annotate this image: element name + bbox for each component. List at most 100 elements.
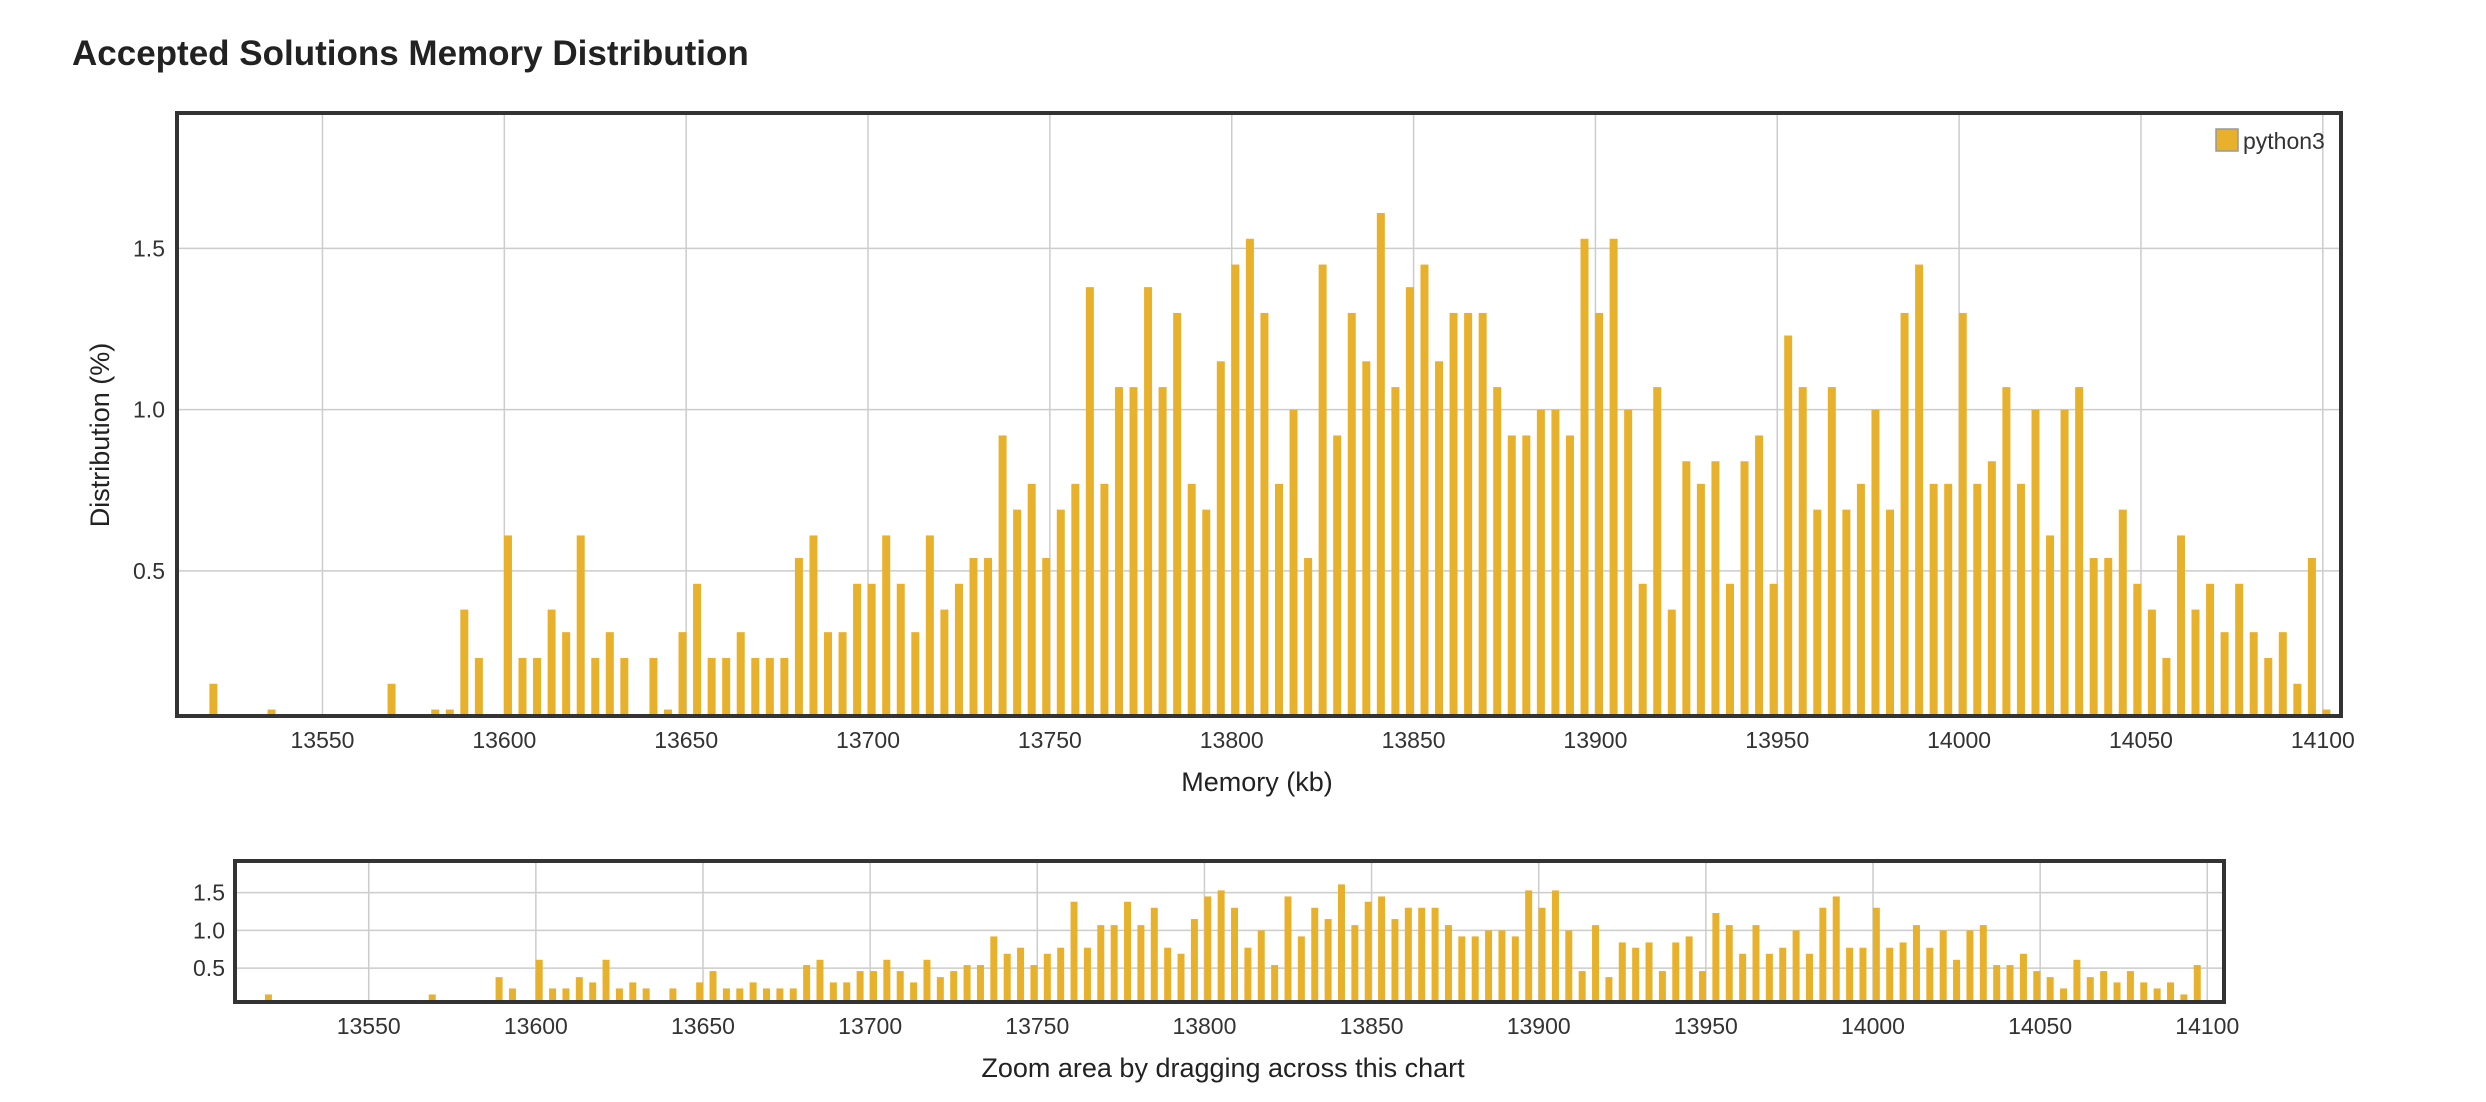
main-bar-14009 bbox=[1987, 461, 1996, 716]
zoom-bar-14045 bbox=[2019, 953, 2027, 1002]
main-bar-14005 bbox=[1973, 483, 1982, 716]
main-bar-13921 bbox=[1667, 609, 1676, 716]
zoom-bar-14005 bbox=[1886, 947, 1894, 1002]
main-gridlines bbox=[177, 113, 2341, 716]
main-bar-13897 bbox=[1580, 238, 1589, 717]
zoom-bar-13765 bbox=[1083, 947, 1091, 1002]
main-y-tick-labels: 0.5 1.0 1.5 bbox=[133, 235, 165, 583]
main-bar-13649 bbox=[678, 632, 687, 716]
zoom-bar-14033 bbox=[1979, 925, 1987, 1002]
main-x-tick-13750: 13750 bbox=[1018, 727, 1082, 753]
main-bar-13945 bbox=[1755, 435, 1764, 716]
main-bar-14017 bbox=[2016, 483, 2025, 716]
main-y-tick-0: 0.5 bbox=[133, 558, 165, 584]
zoom-bars bbox=[264, 884, 2215, 1002]
main-bar-13569 bbox=[387, 683, 396, 716]
main-bar-14077 bbox=[2235, 583, 2244, 716]
zoom-bar-13965 bbox=[1752, 925, 1760, 1002]
zoom-bar-13973 bbox=[1779, 947, 1787, 1002]
zoom-y-tick-1: 1.0 bbox=[193, 917, 225, 943]
zoom-bar-14021 bbox=[1939, 930, 1947, 1002]
zoom-bar-13629 bbox=[629, 982, 637, 1002]
zoom-bar-14073 bbox=[2113, 982, 2121, 1002]
y-axis-label: Distribution (%) bbox=[85, 343, 115, 528]
zoom-bar-13989 bbox=[1832, 896, 1840, 1002]
zoom-bar-13977 bbox=[1792, 930, 1800, 1002]
main-bar-13520 bbox=[209, 683, 218, 716]
main-bar-14073 bbox=[2220, 632, 2229, 716]
main-bar-13981 bbox=[1886, 509, 1895, 716]
main-bar-14037 bbox=[2089, 557, 2098, 716]
zoom-bar-13729 bbox=[963, 965, 971, 1002]
main-bar-14025 bbox=[2046, 535, 2055, 716]
main-bars bbox=[209, 212, 2331, 717]
zoom-bar-13997 bbox=[1859, 947, 1867, 1002]
main-bar-13797 bbox=[1216, 361, 1225, 716]
zoom-bar-13885 bbox=[1485, 930, 1493, 1002]
zoom-bar-14057 bbox=[2060, 988, 2068, 1002]
zoom-bar-13913 bbox=[1578, 971, 1586, 1002]
zoom-bar-13749 bbox=[1030, 965, 1038, 1002]
zoom-x-tick-13900: 13900 bbox=[1507, 1013, 1571, 1039]
zoom-bar-13789 bbox=[1164, 947, 1172, 1002]
zoom-bar-13917 bbox=[1592, 925, 1600, 1002]
zoom-bar-14097 bbox=[2193, 965, 2201, 1002]
zoom-bar-13761 bbox=[1070, 901, 1078, 1002]
main-bar-13737 bbox=[998, 435, 1007, 716]
legend-swatch bbox=[2215, 128, 2239, 152]
main-bar-14057 bbox=[2162, 657, 2171, 716]
main-bar-13669 bbox=[751, 657, 760, 716]
main-bar-13689 bbox=[824, 632, 833, 716]
zoom-bar-13633 bbox=[642, 988, 650, 1002]
zoom-overview-plot[interactable]: 13550 13600 13650 13700 13750 13800 13850 13900… bbox=[193, 859, 2239, 1039]
main-bar-13841 bbox=[1376, 212, 1385, 716]
zoom-bar-13865 bbox=[1418, 907, 1426, 1002]
main-bar-13641 bbox=[649, 657, 658, 716]
zoom-bar-13769 bbox=[1097, 925, 1105, 1002]
zoom-bar-14049 bbox=[2033, 971, 2041, 1002]
main-bar-13933 bbox=[1711, 461, 1720, 716]
legend[interactable]: python3 bbox=[2215, 128, 2325, 154]
main-bar-13993 bbox=[1929, 483, 1938, 716]
zoom-bar-14089 bbox=[2167, 982, 2175, 1002]
main-bar-13985 bbox=[1900, 312, 1909, 716]
main-bar-13657 bbox=[707, 657, 716, 716]
zoom-bar-13653 bbox=[709, 971, 717, 1002]
zoom-x-tick-13600: 13600 bbox=[504, 1013, 568, 1039]
zoom-bar-13785 bbox=[1150, 907, 1158, 1002]
zoom-bar-13589 bbox=[495, 977, 503, 1002]
zoom-bar-13673 bbox=[776, 988, 784, 1002]
main-x-tick-14100: 14100 bbox=[2291, 727, 2355, 753]
main-bar-13913 bbox=[1638, 583, 1647, 716]
main-bar-13869 bbox=[1478, 312, 1487, 716]
zoom-bar-13849 bbox=[1364, 901, 1372, 1002]
main-x-tick-14050: 14050 bbox=[2109, 727, 2173, 753]
main-bar-13957 bbox=[1798, 387, 1807, 716]
zoom-bar-13665 bbox=[749, 982, 757, 1002]
zoom-bar-13821 bbox=[1271, 965, 1279, 1002]
main-bar-13857 bbox=[1435, 361, 1444, 716]
main-bar-13677 bbox=[780, 657, 789, 716]
zoom-bar-13717 bbox=[923, 959, 931, 1002]
main-x-tick-13950: 13950 bbox=[1745, 727, 1809, 753]
main-bar-14061 bbox=[2176, 535, 2185, 716]
main-bar-13961 bbox=[1813, 509, 1822, 716]
zoom-bar-13781 bbox=[1137, 925, 1145, 1002]
main-bar-13997 bbox=[1944, 483, 1953, 716]
main-bar-13849 bbox=[1405, 287, 1414, 716]
main-bar-13793 bbox=[1202, 509, 1211, 716]
main-bar-13713 bbox=[911, 632, 920, 716]
main-bar-13833 bbox=[1347, 312, 1356, 716]
main-bar-13613 bbox=[547, 609, 556, 716]
main-plot[interactable]: 13550 13600 13650 13700 13750 13800 13850 13900… bbox=[133, 111, 2355, 753]
main-bar-14089 bbox=[2278, 632, 2287, 716]
main-bar-13609 bbox=[533, 657, 542, 716]
zoom-bar-13709 bbox=[896, 971, 904, 1002]
main-bar-14065 bbox=[2191, 609, 2200, 716]
zoom-bar-13957 bbox=[1725, 925, 1733, 1002]
main-bar-13645 bbox=[663, 709, 672, 716]
zoom-bar-13817 bbox=[1257, 930, 1265, 1002]
zoom-bar-13881 bbox=[1471, 936, 1479, 1002]
zoom-bar-13745 bbox=[1017, 947, 1025, 1002]
